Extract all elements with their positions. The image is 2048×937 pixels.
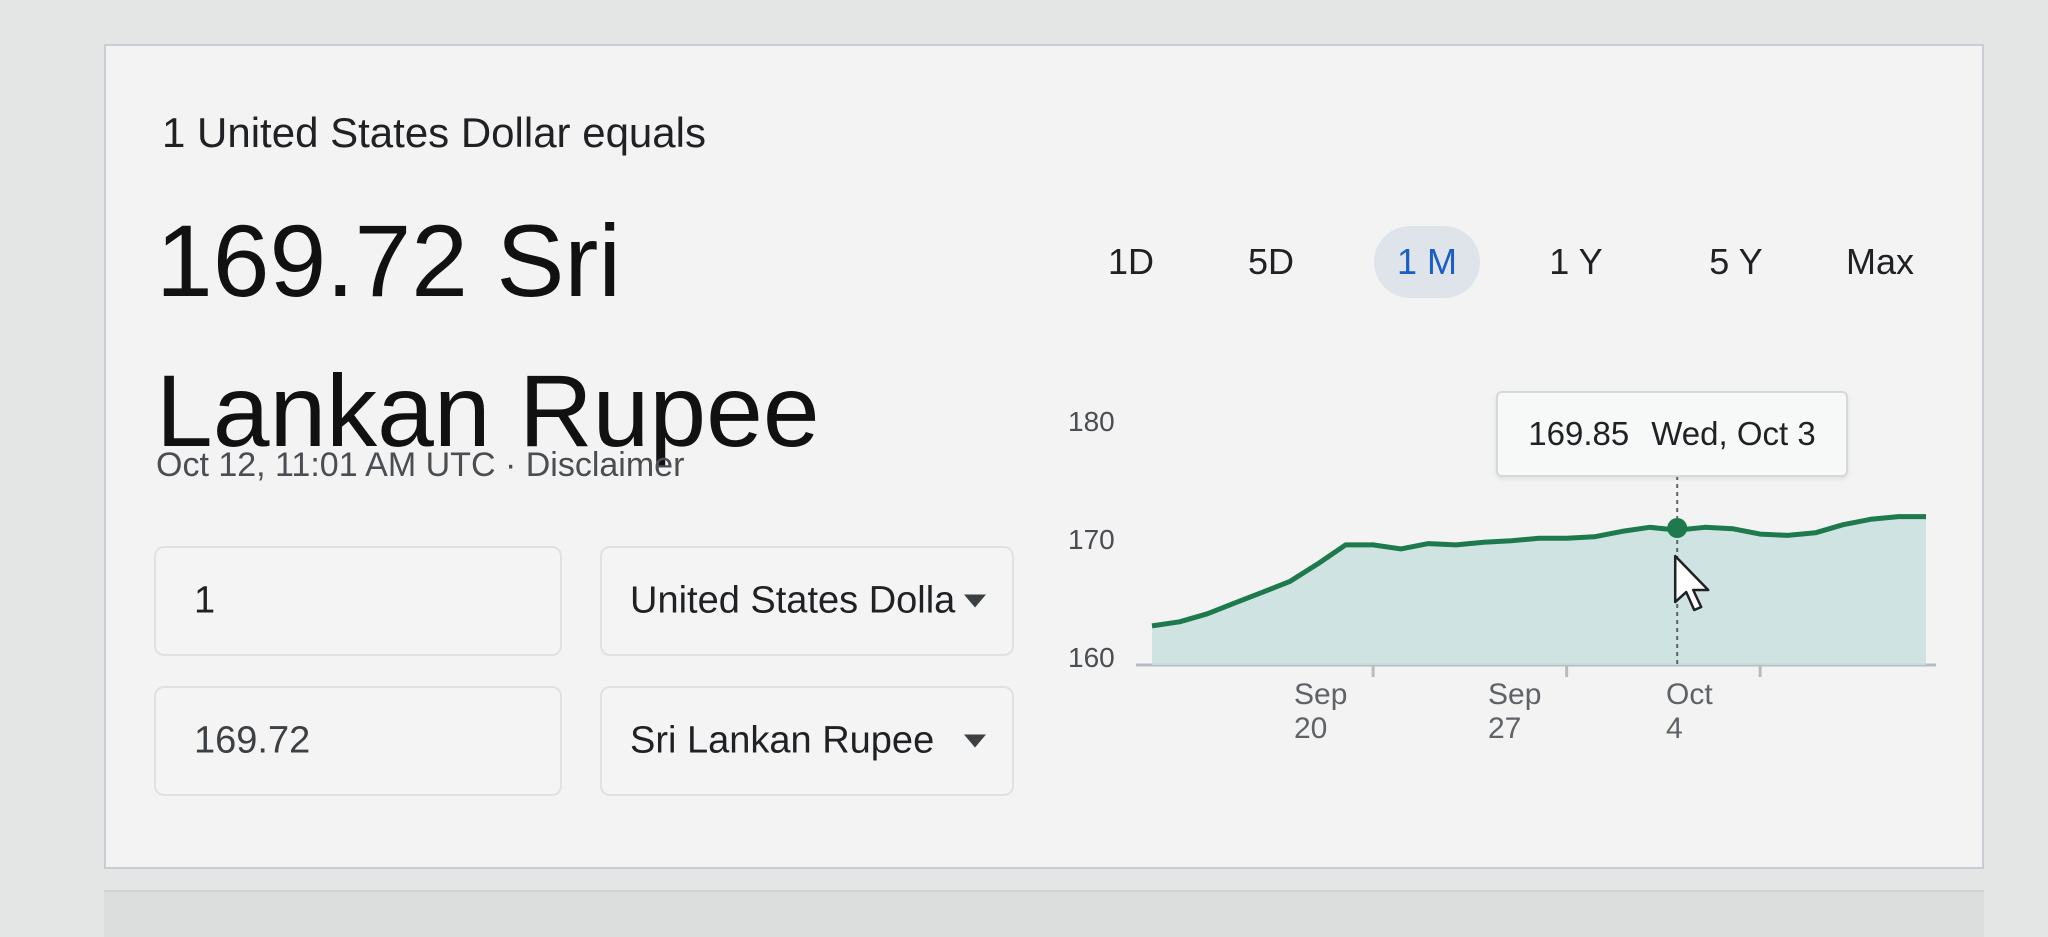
series-line: [1151, 514, 1926, 629]
from-currency-select[interactable]: United States Dolla: [600, 546, 1014, 656]
next-card-edge: [104, 890, 1984, 937]
from-amount-input[interactable]: 1: [154, 546, 562, 656]
x-tick-label: Sep 27: [1488, 678, 1542, 745]
x-tick-label: Oct 4: [1666, 678, 1713, 745]
tooltip-value: 169.85: [1528, 415, 1630, 452]
tooltip-date: Wed, Oct 3: [1651, 415, 1816, 452]
chevron-down-icon: [964, 594, 986, 608]
from-amount-value: 1: [194, 579, 216, 622]
range-5d[interactable]: 5D: [1247, 241, 1295, 282]
y-tick-label: 160: [1068, 642, 1115, 673]
range-5y[interactable]: 5 Y: [1709, 241, 1763, 282]
to-currency-select[interactable]: Sri Lankan Rupee: [600, 686, 1014, 796]
y-tick-label: 170: [1068, 524, 1115, 555]
series-area: [1152, 516, 1926, 665]
to-amount-value: 169.72: [194, 719, 311, 762]
chart-tooltip: 169.85 Wed, Oct 3: [1496, 391, 1848, 477]
mouse-cursor-icon: [1673, 554, 1710, 612]
to-amount-input[interactable]: 169.72: [154, 686, 562, 796]
chevron-down-icon: [964, 734, 986, 748]
from-currency-value: United States Dolla: [630, 579, 956, 622]
disclaimer-link[interactable]: Disclaimer: [525, 446, 685, 484]
y-tick-label: 180: [1068, 406, 1115, 437]
currency-converter-card: 1 United States Dollar equals 169.72 Sri…: [104, 44, 1984, 869]
range-1y[interactable]: 1 Y: [1549, 241, 1603, 282]
to-currency-value: Sri Lankan Rupee: [630, 719, 935, 762]
range-1m[interactable]: 1 M: [1374, 226, 1480, 298]
separator: ·: [495, 446, 526, 484]
range-1d[interactable]: 1D: [1107, 241, 1155, 282]
hover-point: [1667, 518, 1688, 539]
conversion-result: 169.72 Sri Lankan Rupee: [156, 204, 820, 468]
x-tick-label: Sep 20: [1294, 678, 1348, 745]
timestamp-line: Oct 12, 11:01 AM UTC · Disclaimer: [156, 446, 684, 485]
range-max[interactable]: Max: [1845, 241, 1914, 282]
timestamp: Oct 12, 11:01 AM UTC: [156, 446, 496, 484]
equals-label: 1 United States Dollar equals: [162, 109, 706, 156]
